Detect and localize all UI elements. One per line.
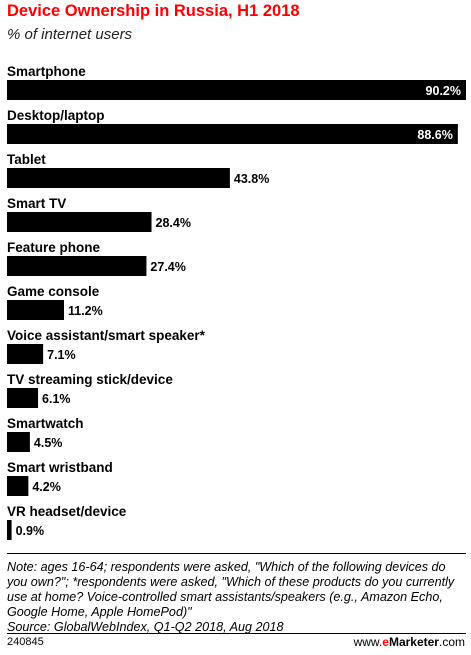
value-label: 6.1% xyxy=(42,392,70,406)
category-label: Tablet xyxy=(7,152,46,167)
value-label: 7.1% xyxy=(47,348,76,362)
category-label: Desktop/laptop xyxy=(7,108,105,123)
emarketer-logo: www.eMarketer.com xyxy=(353,635,465,649)
category-label: Voice assistant/smart speaker* xyxy=(7,328,206,343)
category-label: Smartwatch xyxy=(7,416,84,431)
chart-subtitle: % of internet users xyxy=(7,26,133,43)
value-label: 11.2% xyxy=(68,304,103,318)
value-label: 4.5% xyxy=(34,436,63,450)
value-label: 28.4% xyxy=(156,216,191,230)
bar xyxy=(7,344,44,364)
category-label: VR headset/device xyxy=(7,504,127,519)
note-divider xyxy=(7,553,466,554)
value-label: 88.6% xyxy=(417,128,452,142)
category-label: Smartphone xyxy=(7,64,86,79)
footer-divider xyxy=(7,633,466,634)
category-label: Feature phone xyxy=(7,240,101,255)
bar xyxy=(7,168,230,188)
bar xyxy=(7,476,29,496)
bar xyxy=(7,432,30,452)
note-text: Note: ages 16-64; respondents were asked… xyxy=(7,560,455,619)
source-text: Source: GlobalWebIndex, Q1-Q2 2018, Aug … xyxy=(7,620,284,634)
bar xyxy=(7,520,12,540)
bar xyxy=(7,124,458,144)
chart-id: 240845 xyxy=(7,636,44,648)
value-label: 0.9% xyxy=(16,524,45,538)
category-label: TV streaming stick/device xyxy=(7,372,173,387)
category-label: Smart wristband xyxy=(7,460,113,475)
category-label: Game console xyxy=(7,284,100,299)
bar xyxy=(7,80,466,100)
chart-note: Note: ages 16-64; respondents were asked… xyxy=(7,560,467,635)
value-label: 27.4% xyxy=(150,260,185,274)
bar xyxy=(7,388,39,408)
chart-title: Device Ownership in Russia, H1 2018 xyxy=(7,2,300,20)
value-label: 43.8% xyxy=(234,172,269,186)
bar xyxy=(7,212,152,232)
bar xyxy=(7,300,64,320)
value-label: 90.2% xyxy=(426,84,461,98)
category-label: Smart TV xyxy=(7,196,66,211)
bar-chart: Smartphone 90.2% Desktop/laptop 88.6% Tablet… xyxy=(7,64,466,540)
value-label: 4.2% xyxy=(32,480,61,494)
bar xyxy=(7,256,147,276)
